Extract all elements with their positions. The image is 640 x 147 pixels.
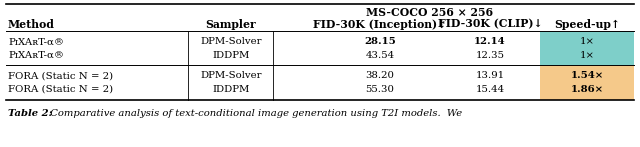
Text: MS-COCO 256 × 256: MS-COCO 256 × 256 — [367, 6, 493, 17]
Text: 1.54×: 1.54× — [570, 71, 604, 81]
Text: PɪXAʀT-α®: PɪXAʀT-α® — [8, 37, 64, 46]
Text: 1.86×: 1.86× — [570, 85, 604, 93]
Text: 55.30: 55.30 — [365, 85, 394, 93]
Bar — [540, 65, 634, 100]
Text: Sampler: Sampler — [205, 19, 257, 30]
Text: 43.54: 43.54 — [365, 51, 395, 60]
Text: DPM-Solver: DPM-Solver — [200, 71, 262, 81]
Text: IDDPM: IDDPM — [212, 51, 250, 60]
Text: PɪXAʀT-α®: PɪXAʀT-α® — [8, 51, 64, 60]
Text: 1×: 1× — [579, 51, 595, 60]
Text: 12.35: 12.35 — [476, 51, 504, 60]
Text: Comparative analysis of text-conditional image generation using T2I models.  We: Comparative analysis of text-conditional… — [44, 110, 462, 118]
Text: FID-30K (Inception)↓: FID-30K (Inception)↓ — [314, 19, 447, 30]
Text: Method: Method — [8, 19, 55, 30]
Text: 28.15: 28.15 — [364, 37, 396, 46]
Text: 1×: 1× — [579, 37, 595, 46]
Text: DPM-Solver: DPM-Solver — [200, 37, 262, 46]
Text: 12.14: 12.14 — [474, 37, 506, 46]
Text: FORA (Static N = 2): FORA (Static N = 2) — [8, 85, 113, 93]
Text: FORA (Static N = 2): FORA (Static N = 2) — [8, 71, 113, 81]
Bar — [540, 31, 634, 65]
Text: IDDPM: IDDPM — [212, 85, 250, 93]
Text: 38.20: 38.20 — [365, 71, 394, 81]
Text: Speed-up↑: Speed-up↑ — [554, 19, 620, 30]
Text: 13.91: 13.91 — [476, 71, 504, 81]
Text: Table 2:: Table 2: — [8, 110, 52, 118]
Text: FID-30K (CLIP)↓: FID-30K (CLIP)↓ — [438, 19, 542, 30]
Text: 15.44: 15.44 — [476, 85, 504, 93]
